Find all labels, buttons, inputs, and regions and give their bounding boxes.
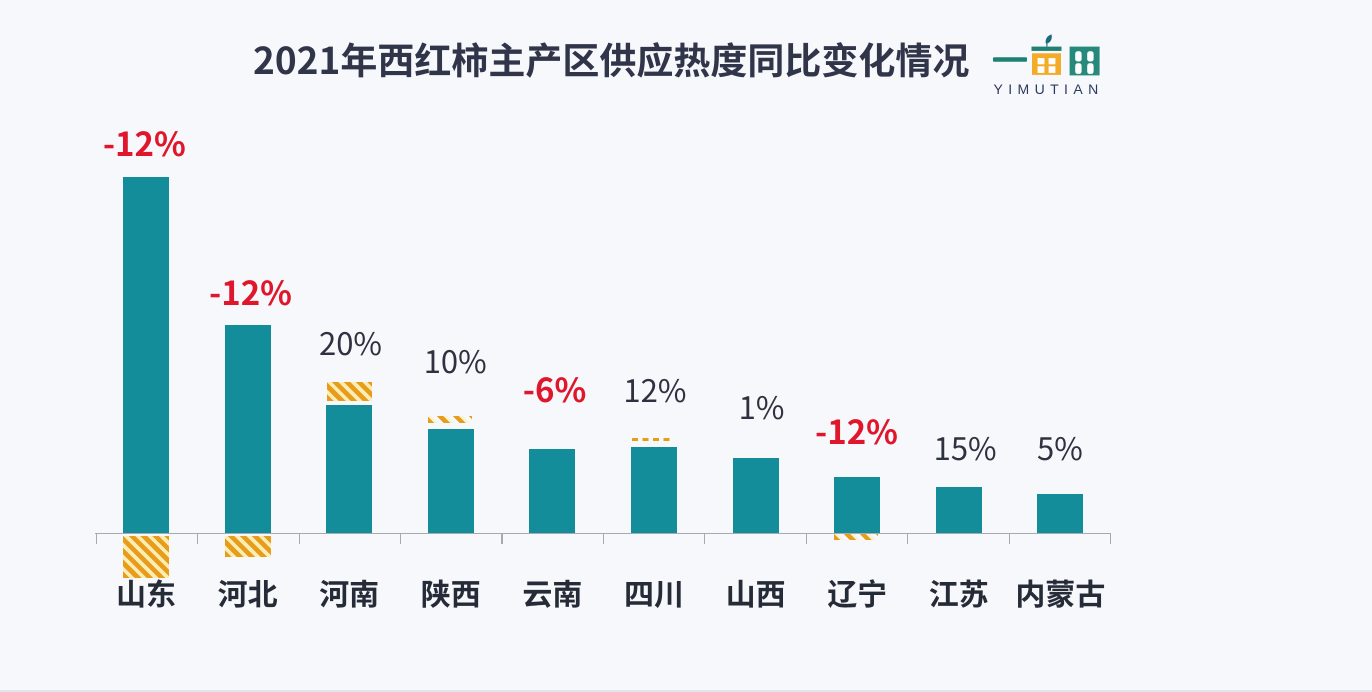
svg-text:YIMUTIAN: YIMUTIAN [994, 81, 1104, 97]
